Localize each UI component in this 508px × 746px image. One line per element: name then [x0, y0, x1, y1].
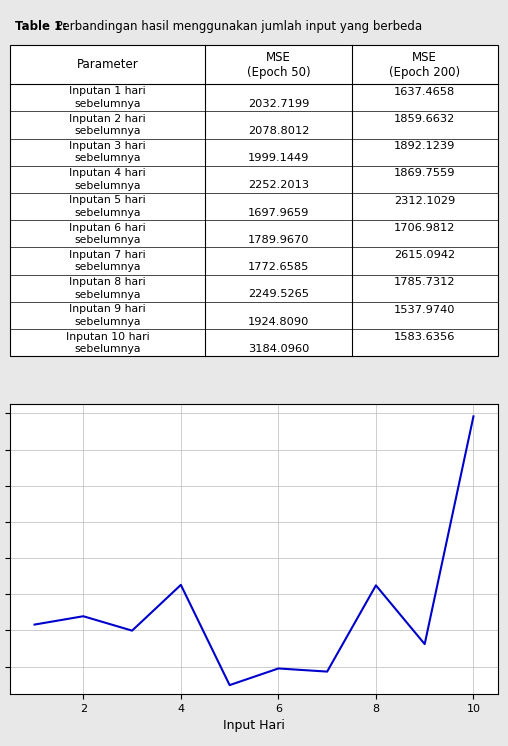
- Text: 2312.1029: 2312.1029: [394, 195, 455, 206]
- Text: 1706.9812: 1706.9812: [394, 223, 455, 233]
- Text: 2249.5265: 2249.5265: [248, 289, 309, 299]
- Text: 2032.7199: 2032.7199: [248, 98, 309, 109]
- Text: 3184.0960: 3184.0960: [248, 344, 309, 354]
- Text: Table 1:: Table 1:: [15, 20, 67, 34]
- Text: 1859.6632: 1859.6632: [394, 114, 455, 124]
- Text: Inputan 9 hari
sebelumnya: Inputan 9 hari sebelumnya: [70, 304, 146, 327]
- Text: Parameter: Parameter: [77, 58, 139, 71]
- Text: Inputan 8 hari
sebelumnya: Inputan 8 hari sebelumnya: [70, 277, 146, 299]
- Text: Inputan 3 hari
sebelumnya: Inputan 3 hari sebelumnya: [70, 141, 146, 163]
- Text: 1785.7312: 1785.7312: [394, 278, 456, 287]
- Text: MSE
(Epoch 50): MSE (Epoch 50): [246, 51, 310, 78]
- X-axis label: Input Hari: Input Hari: [223, 719, 285, 732]
- Text: Inputan 7 hari
sebelumnya: Inputan 7 hari sebelumnya: [70, 250, 146, 272]
- Text: 1637.4658: 1637.4658: [394, 87, 455, 97]
- Text: 2252.2013: 2252.2013: [248, 181, 309, 190]
- Text: MSE
(Epoch 200): MSE (Epoch 200): [389, 51, 460, 78]
- Text: 1583.6356: 1583.6356: [394, 332, 455, 342]
- Text: 1537.9740: 1537.9740: [394, 304, 456, 315]
- Text: Inputan 1 hari
sebelumnya: Inputan 1 hari sebelumnya: [70, 87, 146, 109]
- Text: Inputan 10 hari
sebelumnya: Inputan 10 hari sebelumnya: [66, 331, 149, 354]
- Text: 2615.0942: 2615.0942: [394, 250, 455, 260]
- Text: 1869.7559: 1869.7559: [394, 169, 456, 178]
- Text: 1789.9670: 1789.9670: [247, 235, 309, 245]
- Text: Inputan 4 hari
sebelumnya: Inputan 4 hari sebelumnya: [70, 168, 146, 190]
- Text: 1999.1449: 1999.1449: [248, 153, 309, 163]
- Text: Inputan 2 hari
sebelumnya: Inputan 2 hari sebelumnya: [70, 113, 146, 136]
- Bar: [10, 46, 498, 357]
- Text: Inputan 6 hari
sebelumnya: Inputan 6 hari sebelumnya: [70, 222, 146, 245]
- Text: 1924.8090: 1924.8090: [248, 316, 309, 327]
- Text: 2078.8012: 2078.8012: [248, 126, 309, 136]
- Text: 1697.9659: 1697.9659: [248, 207, 309, 218]
- Text: Perbandingan hasil menggunakan jumlah input yang berbeda: Perbandingan hasil menggunakan jumlah in…: [52, 20, 422, 34]
- Text: 1892.1239: 1892.1239: [394, 141, 455, 151]
- Text: Inputan 5 hari
sebelumnya: Inputan 5 hari sebelumnya: [70, 195, 146, 218]
- Text: 1772.6585: 1772.6585: [248, 262, 309, 272]
